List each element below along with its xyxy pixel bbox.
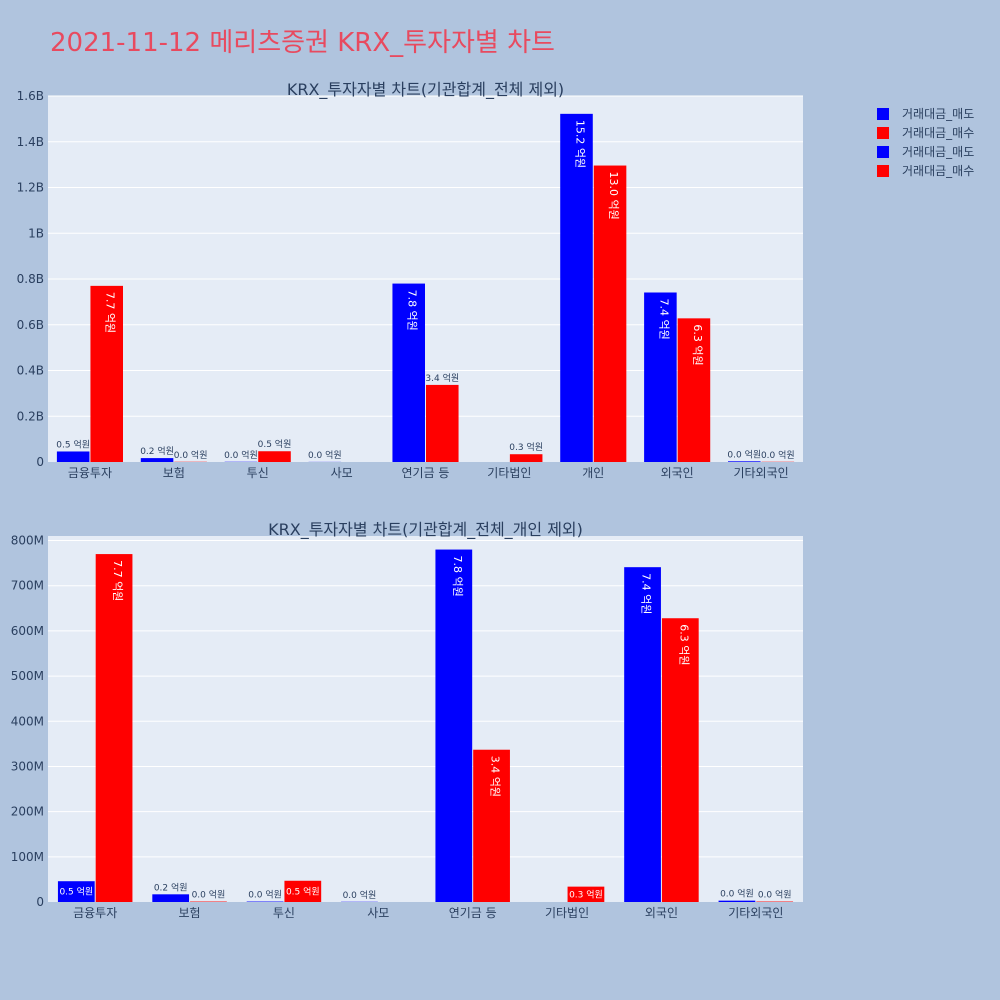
y-tick-label: 1B: [28, 226, 44, 240]
y-tick-label: 600M: [11, 624, 44, 638]
sell-bar: [140, 458, 174, 462]
bar-value-label: 6.3 억원: [677, 624, 690, 665]
x-tick-label: 기타외국인: [728, 906, 783, 920]
legend-swatch: [877, 108, 889, 120]
y-tick-label: 0.8B: [17, 272, 44, 286]
bar-value-label: 13.0 억원: [607, 172, 620, 220]
bar-value-label: 0.2 억원: [140, 445, 174, 457]
bar-value-label: 15.2 억원: [574, 120, 587, 168]
bar-value-label: 0.0 억원: [248, 889, 282, 901]
bar-value-label: 0.5 억원: [286, 885, 320, 897]
buy-bar: [593, 165, 627, 463]
page-title: 2021-11-12 메리츠증권 KRX_투자자별 차트: [50, 28, 555, 58]
bar-value-label: 0.2 억원: [154, 881, 188, 893]
bar-value-label: 7.7 억원: [111, 560, 124, 601]
y-tick-label: 700M: [11, 579, 44, 593]
bar-value-label: 3.4 억원: [425, 372, 459, 384]
legend-swatch: [877, 165, 889, 177]
x-tick-label: 외국인: [645, 906, 678, 920]
bar-value-label: 3.4 억원: [489, 756, 502, 797]
y-tick-label: 0: [36, 895, 44, 909]
y-tick-label: 800M: [11, 534, 44, 548]
x-tick-label: 외국인: [661, 466, 694, 480]
bar-value-label: 0.0 억원: [308, 449, 342, 461]
y-tick-label: 0: [36, 455, 44, 469]
bar-value-label: 6.3 억원: [691, 324, 704, 365]
legend-entry: 거래대금_매도: [902, 145, 974, 159]
buy-bar: [661, 618, 699, 902]
buy-bar: [567, 886, 605, 902]
x-tick-label: 연기금 등: [402, 466, 450, 480]
legend-entry: 거래대금_매도: [902, 107, 974, 121]
bar-value-label: 0.5 억원: [59, 886, 93, 898]
x-tick-label: 보험: [163, 466, 185, 480]
legend-entry: 거래대금_매수: [902, 126, 974, 140]
y-tick-label: 1.2B: [17, 181, 44, 195]
bar-value-label: 0.3 억원: [569, 888, 603, 900]
subplot-title-1: KRX_투자자별 차트(기관합계_전체 제외): [287, 80, 564, 100]
y-tick-label: 1.6B: [17, 89, 44, 103]
x-tick-label: 금융투자: [73, 906, 117, 920]
y-tick-label: 500M: [11, 669, 44, 683]
bar-value-label: 0.0 억원: [343, 889, 377, 901]
y-tick-label: 100M: [11, 850, 44, 864]
y-tick-label: 0.4B: [17, 364, 44, 378]
bar-value-label: 7.4 억원: [657, 298, 670, 339]
sell-bar: [624, 567, 661, 902]
buy-bar: [95, 554, 133, 902]
buy-bar: [473, 749, 510, 902]
bar-value-label: 7.7 억원: [104, 292, 117, 333]
sell-bar: [57, 881, 95, 902]
bar-value-label: 0.0 억원: [761, 449, 795, 461]
legend-swatch: [877, 146, 889, 158]
x-tick-label: 사모: [331, 466, 353, 480]
sell-bar: [392, 283, 425, 462]
sell-bar: [560, 113, 593, 462]
bar-value-label: 0.0 억원: [720, 888, 754, 900]
x-tick-label: 사모: [367, 906, 389, 920]
bar-value-label: 7.4 억원: [640, 573, 653, 614]
buy-bar: [258, 451, 291, 462]
subplot-title-2: KRX_투자자별 차트(기관합계_전체_개인 제외): [268, 520, 583, 540]
buy-bar: [284, 880, 322, 902]
sell-bar: [435, 549, 473, 902]
sell-bar: [644, 292, 677, 462]
y-tick-label: 400M: [11, 714, 44, 728]
y-tick-label: 1.4B: [17, 135, 44, 149]
x-tick-label: 보험: [179, 906, 201, 920]
bar-value-label: 0.0 억원: [174, 449, 208, 461]
bar-value-label: 0.5 억원: [258, 438, 292, 450]
sell-bar: [56, 451, 90, 462]
bar-value-label: 0.3 억원: [509, 441, 543, 453]
x-tick-label: 개인: [582, 466, 604, 480]
bar-value-label: 0.0 억원: [758, 889, 792, 901]
legend-entry: 거래대금_매수: [902, 164, 974, 178]
bar-value-label: 7.8 억원: [406, 290, 419, 331]
x-tick-label: 기타법인: [487, 466, 531, 480]
bar-value-label: 0.0 억원: [224, 449, 258, 461]
y-tick-label: 0.6B: [17, 318, 44, 332]
legend-swatch: [877, 127, 889, 139]
sell-bar: [718, 900, 756, 902]
sell-bar: [728, 461, 761, 462]
x-tick-label: 금융투자: [68, 466, 112, 480]
buy-bar: [677, 318, 711, 462]
bar-value-label: 0.0 억원: [727, 448, 761, 460]
x-tick-label: 연기금 등: [449, 906, 497, 920]
buy-bar: [426, 384, 459, 462]
sell-bar: [152, 894, 190, 902]
y-tick-label: 0.2B: [17, 409, 44, 423]
x-tick-label: 기타법인: [545, 906, 589, 920]
x-tick-label: 투신: [273, 906, 295, 920]
buy-bar: [509, 454, 543, 462]
bar-value-label: 0.0 억원: [192, 889, 226, 901]
buy-bar: [90, 285, 123, 462]
bar-value-label: 0.5 억원: [56, 438, 90, 450]
y-tick-label: 300M: [11, 759, 44, 773]
x-tick-label: 투신: [247, 466, 269, 480]
y-tick-label: 200M: [11, 805, 44, 819]
x-tick-label: 기타외국인: [733, 466, 788, 480]
bar-value-label: 7.8 억원: [451, 556, 464, 597]
